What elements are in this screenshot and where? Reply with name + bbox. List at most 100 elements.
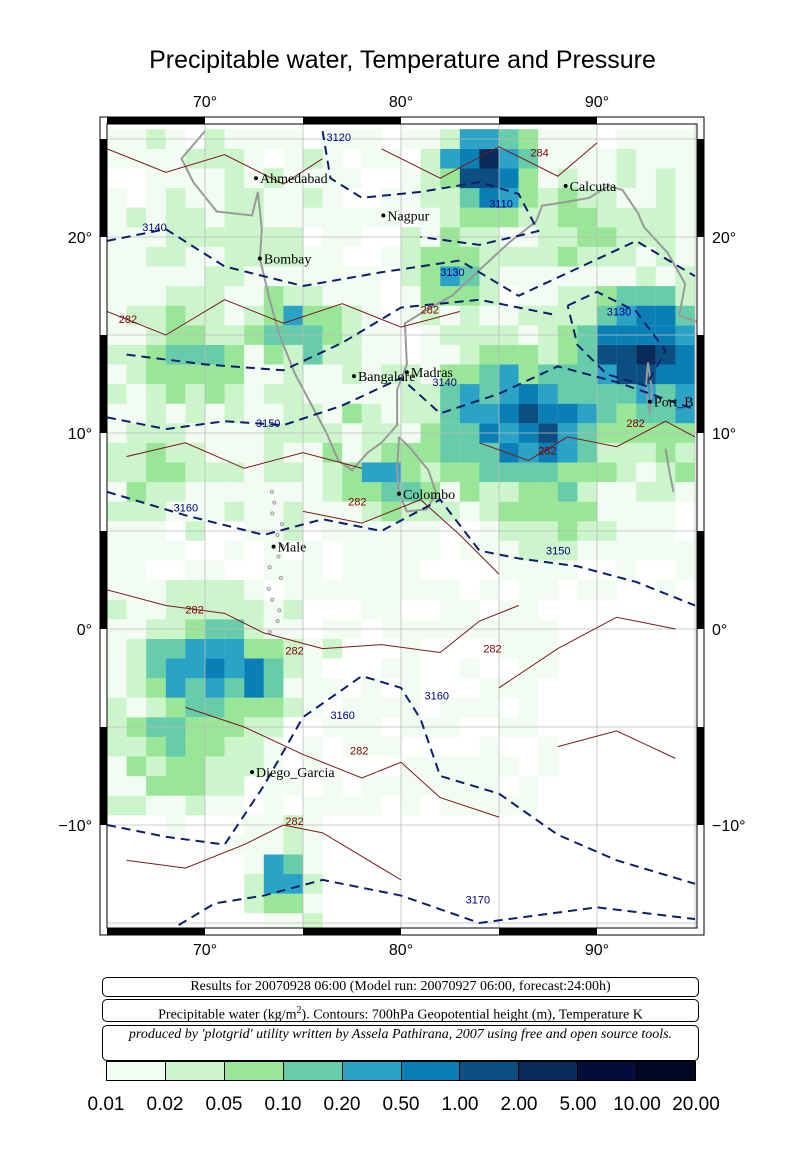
pw-cell [205,344,225,365]
pw-cell [655,462,676,483]
pw-cell [636,168,656,189]
pw-cell [244,207,264,228]
pw-cell [224,246,245,267]
pw-cell [538,462,558,483]
pw-cell [205,364,225,385]
pw-cell [597,501,617,522]
pw-cell [283,501,304,522]
pw-cell [361,442,382,463]
pw-cell [675,442,696,463]
pw-cell [107,384,127,404]
contour-label: 282 [421,304,439,316]
city-label: Calcutta [570,180,617,195]
pw-cell [538,658,558,679]
contour-line [302,499,500,575]
pw-cell [459,776,480,796]
pw-cell [636,246,656,267]
pw-cell [361,678,382,698]
pw-cell [420,384,441,404]
pw-cell [126,678,147,698]
pw-cell [420,756,441,777]
colorbar-label: 0.10 [264,1094,302,1115]
pw-cell [459,697,480,718]
pw-cell [440,756,460,777]
pw-cell [107,266,127,287]
pw-cell [165,736,186,757]
pw-cell [146,168,166,189]
pw-cell [440,266,460,287]
pw-cell [597,540,617,561]
lat-tick-label: 0° [77,622,92,639]
pw-cell [499,462,519,483]
lon-tick-label: 70° [193,942,217,959]
pw-cell [577,403,598,424]
colorbar-label: 0.05 [205,1094,243,1115]
pw-cell [597,403,617,424]
pw-cell [146,384,166,404]
pw-cell [342,403,362,424]
pw-cell [361,364,382,385]
pw-cell [185,658,206,679]
colorbar-swatch [107,1062,166,1080]
pw-cell [499,756,519,777]
pw-cell [322,266,343,287]
pw-cell [401,795,421,816]
pw-cell [459,188,480,208]
pw-cell [322,246,343,267]
pw-cell [224,638,245,659]
pw-cell [459,540,480,561]
pw-cell [107,188,127,208]
pw-cell [518,776,539,796]
pw-cell [381,560,402,581]
pw-cell [165,344,186,365]
pw-cell [244,834,264,855]
frame-bar [697,727,704,825]
pw-cell [597,580,617,600]
pw-cell [283,442,304,463]
pw-cell [283,893,304,914]
pw-cell [401,540,421,561]
pw-cell [518,246,539,267]
pw-cell [381,736,402,757]
contour-line [557,730,676,759]
pw-cell [244,148,264,169]
atoll [270,597,275,602]
pw-cell [499,168,519,189]
pw-cell [263,893,284,914]
city-marker [250,770,255,775]
contour-line [479,420,696,461]
pw-cell [479,188,500,208]
pw-cell [224,599,245,620]
contour-label: 284 [530,148,548,160]
pw-cell [303,148,323,169]
pw-cell [479,207,500,228]
pw-cell [675,540,696,561]
pw-cell [675,286,696,306]
pw-cell [283,599,304,620]
pw-cell [420,364,441,385]
pw-cell [616,501,637,522]
pw-cell [440,168,460,189]
pw-cell [616,462,637,483]
atoll [272,500,277,505]
pw-cell [518,560,539,581]
pw-cell [126,403,147,424]
frame-bar [499,928,597,935]
pw-cell [224,540,245,561]
contour-line [107,365,696,431]
pw-cell [303,168,323,189]
pw-cell [107,697,127,718]
pw-cell [401,580,421,600]
pw-cell [675,384,696,404]
pw-cell [283,560,304,581]
pw-cell [244,756,264,777]
legend-caption: Precipitable water (kg/m2). Contours: 70… [102,999,699,1023]
pw-cell [303,834,323,855]
pw-cell [107,442,127,463]
pw-cell [107,678,127,698]
pw-cell [205,168,225,189]
frame-bar [100,727,107,825]
pw-cell [283,384,304,404]
pw-cell [165,540,186,561]
pw-cell [538,364,558,385]
